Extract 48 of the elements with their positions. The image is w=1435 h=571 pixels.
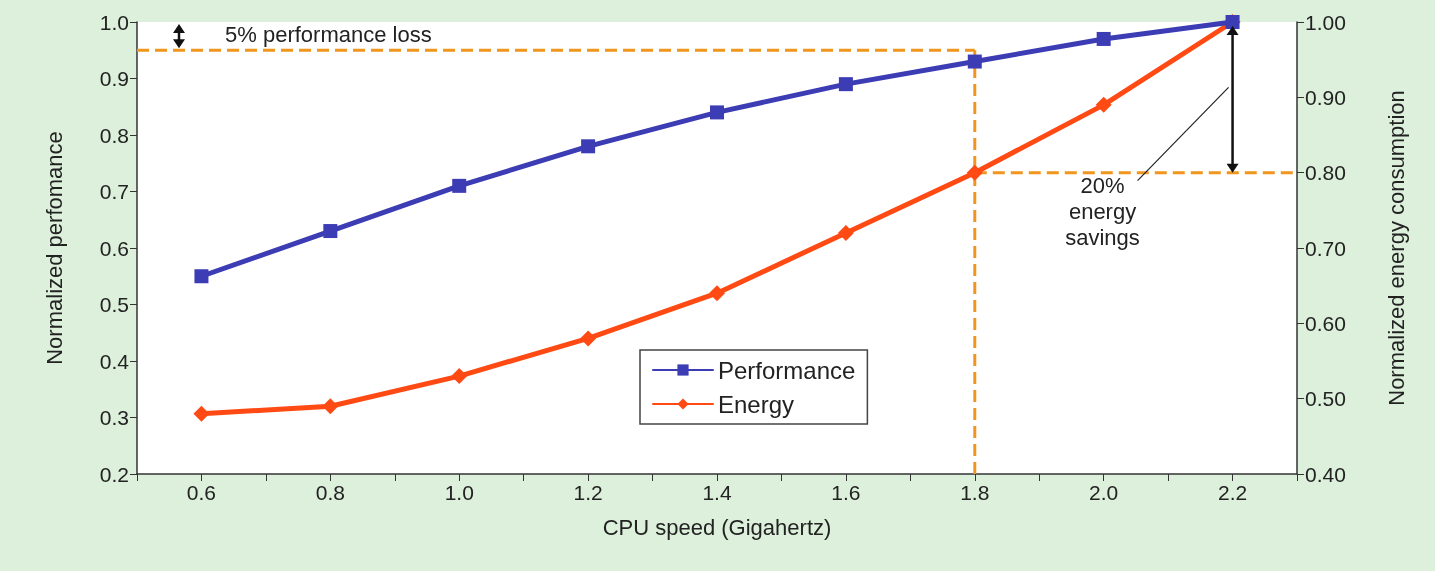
- y-tick-label: 0.2: [99, 462, 129, 486]
- y-tick-label: 1.0: [99, 10, 129, 34]
- point: [193, 405, 210, 422]
- x-tick-label: 1.6: [831, 481, 861, 504]
- y2-axis-title: Normalized energy consumption: [1383, 90, 1409, 406]
- point: [194, 269, 209, 284]
- point: [452, 178, 467, 193]
- y2-tick-label: 0.40: [1305, 462, 1346, 486]
- point: [323, 224, 338, 239]
- y-tick-label: 0.9: [99, 67, 129, 90]
- x-axis-title: CPU speed (Gigahertz): [602, 514, 832, 540]
- y2-tick-label: 1.00: [1305, 10, 1346, 34]
- y-tick-label: 0.7: [99, 180, 129, 203]
- point: [967, 54, 982, 69]
- x-tick-label: 0.8: [315, 481, 345, 504]
- y2-tick-label: 0.70: [1305, 236, 1346, 260]
- point: [709, 285, 725, 302]
- x-tick-label: 1.0: [444, 481, 474, 504]
- x-tick-label: 1.8: [960, 481, 990, 504]
- point: [581, 139, 596, 154]
- point: [580, 330, 597, 347]
- x-tick-label: 1.4: [702, 481, 732, 504]
- y2-tick-label: 0.80: [1305, 161, 1346, 185]
- y-tick-label: 0.8: [99, 123, 129, 147]
- y2-tick-label: 0.90: [1305, 85, 1346, 109]
- annotation: 20% energy savings: [1065, 172, 1140, 250]
- point: [837, 224, 854, 241]
- x-tick-label: 2.2: [1217, 481, 1248, 504]
- y2-tick-label: 0.60: [1305, 311, 1346, 335]
- point: [966, 164, 983, 181]
- point: [451, 368, 468, 385]
- x-tick-label: 1.2: [573, 481, 603, 504]
- x-tick-label: 0.6: [186, 481, 217, 504]
- point: [322, 398, 339, 415]
- point: [838, 77, 853, 92]
- y-tick-label: 0.5: [99, 293, 129, 316]
- ref-line-label: 5% performance loss: [225, 22, 432, 48]
- y-tick-label: 0.6: [99, 236, 129, 260]
- y-tick-label: 0.4: [99, 349, 130, 373]
- legend-label: Energy: [718, 390, 795, 418]
- point: [1096, 31, 1111, 46]
- y-axis-title: Normalized perfomance: [41, 131, 67, 365]
- x-tick-label: 2.0: [1089, 481, 1119, 504]
- y2-tick-label: 0.50: [1305, 387, 1346, 411]
- point: [710, 105, 724, 120]
- y-tick-label: 0.3: [99, 406, 129, 429]
- point: [1095, 96, 1112, 113]
- legend-label: Performance: [718, 356, 856, 384]
